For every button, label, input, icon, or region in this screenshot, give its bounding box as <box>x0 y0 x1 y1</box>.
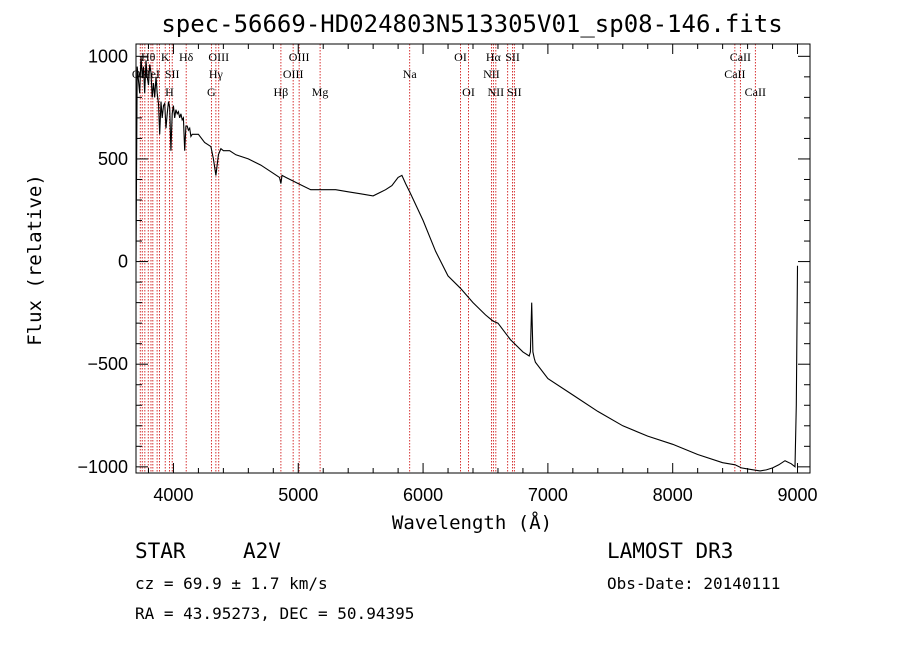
line-marker-label-29: CaII <box>730 50 751 64</box>
emission-line-markers <box>139 44 756 473</box>
y-tick-label-2: 0 <box>118 252 128 272</box>
line-marker-label-8: K <box>161 50 170 64</box>
x-tick-label-4: 8000 <box>653 485 693 505</box>
line-marker-label-15: Hβ <box>274 85 289 99</box>
line-marker-label-19: Na <box>403 67 418 81</box>
line-marker-label-30: CaII <box>745 85 766 99</box>
line-marker-label-21: OI <box>462 85 475 99</box>
line-marker-label-28: CaII <box>724 67 745 81</box>
line-marker-label-26: SII <box>505 50 520 64</box>
y-tick-label-0: −1000 <box>77 457 128 477</box>
chart-title: spec-56669-HD024803N513305V01_sp08-146.f… <box>161 10 782 38</box>
redshift-readout: cz = 69.9 ± 1.7 km/s <box>135 574 328 593</box>
x-tick-label-5: 9000 <box>777 485 817 505</box>
coordinates: RA = 43.95273, DEC = 50.94395 <box>135 604 414 623</box>
plot-frame <box>135 43 811 474</box>
emission-line-labels: OIIHθHeIKHSIIHδGHγOIIIHβOIIIOIIIMgNaOIOI… <box>132 50 766 99</box>
line-marker-label-24: NII <box>488 85 505 99</box>
line-marker-label-23: Hα <box>486 50 502 64</box>
line-marker-label-3: Hθ <box>141 50 156 64</box>
x-tick-label-2: 6000 <box>403 485 443 505</box>
y-axis: −1000 −500 0 500 1000 <box>77 46 810 477</box>
line-marker-label-20: OI <box>454 50 467 64</box>
line-marker-label-9: H <box>165 85 174 99</box>
line-marker-label-14: OIII <box>208 50 229 64</box>
obs-date: Obs-Date: 20140111 <box>607 574 780 593</box>
x-axis-label: Wavelength (Å) <box>392 511 552 534</box>
y-tick-label-4: 1000 <box>88 46 128 66</box>
y-tick-label-1: −500 <box>87 354 128 374</box>
object-class: STAR <box>135 539 186 563</box>
y-tick-label-3: 500 <box>98 149 128 169</box>
line-marker-label-11: Hδ <box>179 50 194 64</box>
object-subclass: A2V <box>243 539 281 563</box>
line-marker-label-16: OIII <box>283 67 304 81</box>
line-marker-label-17: OIII <box>289 50 310 64</box>
survey-name: LAMOST DR3 <box>607 539 733 563</box>
x-tick-label-1: 5000 <box>278 485 318 505</box>
x-tick-label-3: 7000 <box>528 485 568 505</box>
line-marker-label-27: SII <box>507 85 522 99</box>
spectrum-line <box>135 56 799 472</box>
x-tick-label-0: 4000 <box>153 485 193 505</box>
x-axis: 4000 5000 6000 7000 8000 9000 <box>147 44 818 505</box>
y-axis-label: Flux (relative) <box>24 174 46 346</box>
line-marker-label-12: G <box>207 85 216 99</box>
line-marker-label-18: Mg <box>312 85 329 99</box>
line-marker-label-10: SII <box>165 67 180 81</box>
line-marker-label-22: NII <box>483 67 500 81</box>
line-marker-label-13: Hγ <box>209 67 224 81</box>
